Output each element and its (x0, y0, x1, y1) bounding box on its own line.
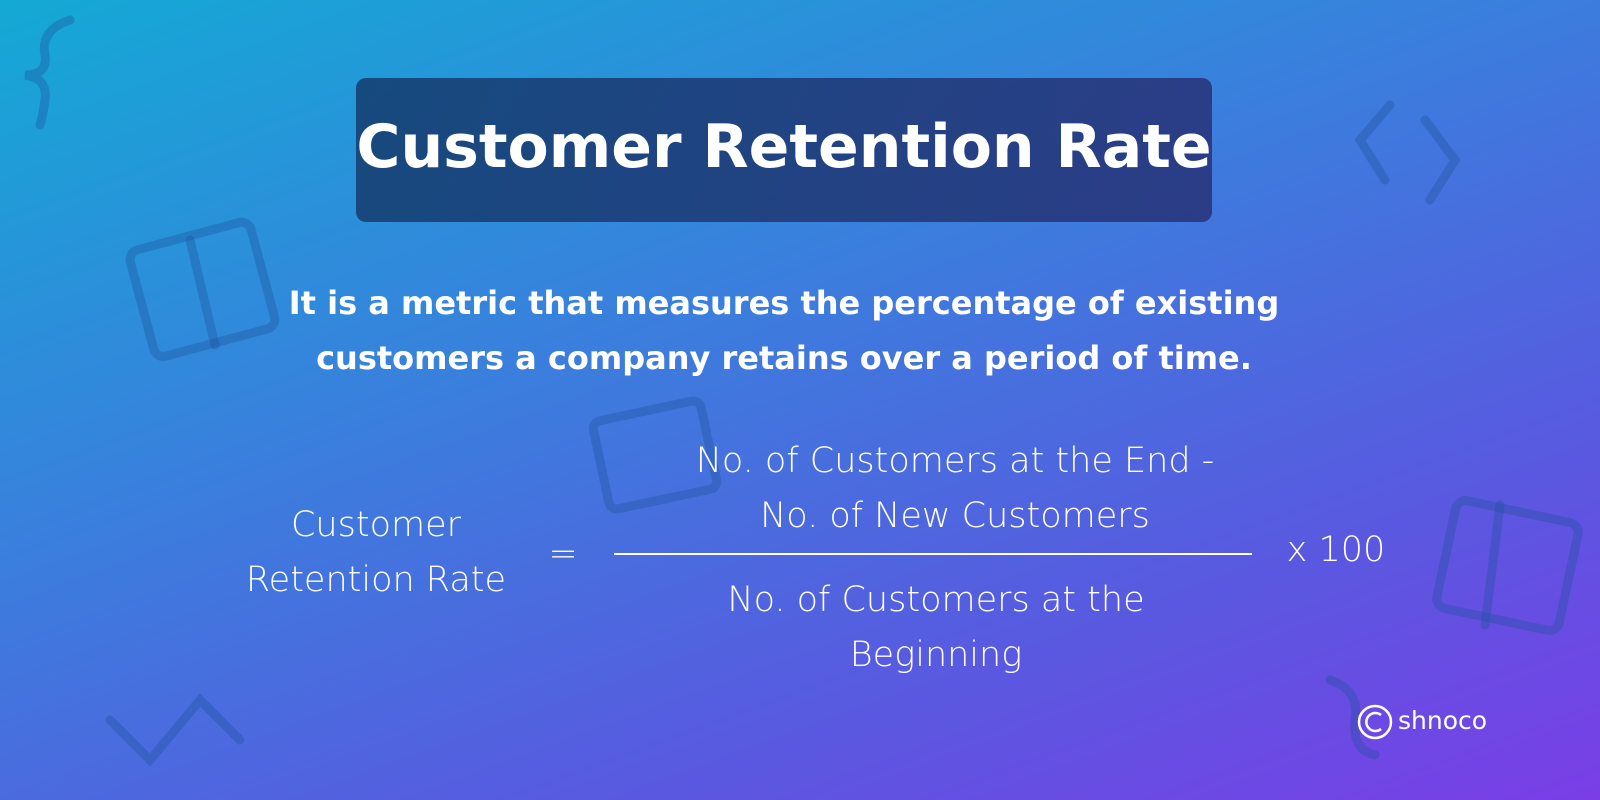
formula-multiplier: x 100 (1286, 530, 1386, 570)
description-line: customers a company retains over a perio… (316, 339, 1252, 377)
title-box (356, 78, 1212, 222)
formula-denominator: No. of Customers at the (727, 580, 1145, 620)
formula-lhs: Customer (290, 505, 462, 545)
formula-lhs: Retention Rate (245, 560, 507, 600)
formula-equals: = (548, 534, 578, 574)
description-line: It is a metric that measures the percent… (288, 284, 1280, 322)
title: Customer Retention Rate (356, 112, 1212, 182)
formula-numerator: No. of Customers at the End - (695, 441, 1215, 481)
fraction-line (614, 553, 1252, 555)
formula-numerator: No. of New Customers (760, 496, 1150, 536)
formula-denominator: Beginning (849, 635, 1023, 675)
brand-name: shnoco (1398, 706, 1488, 735)
brand-logo (1357, 704, 1393, 740)
